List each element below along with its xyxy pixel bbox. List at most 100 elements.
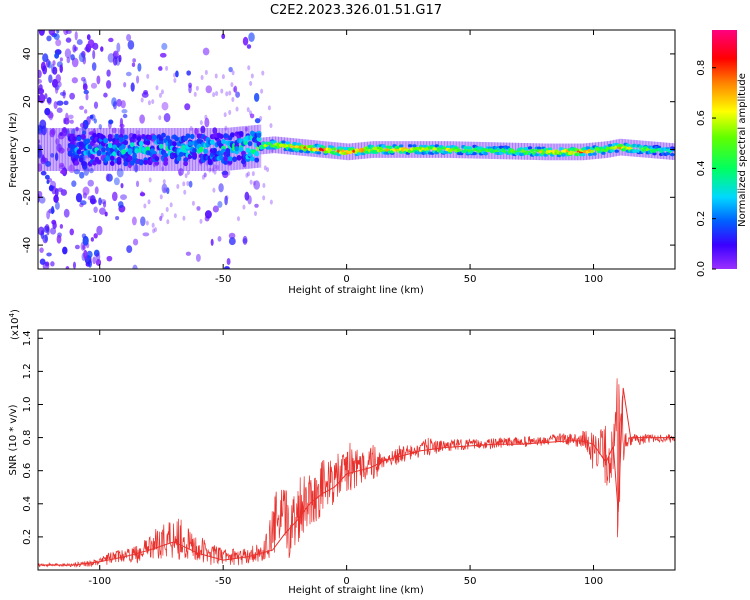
heatmap-noise-cell xyxy=(141,91,149,98)
heatmap-noise-cell xyxy=(186,181,190,187)
heatmap-halo-cell xyxy=(381,141,386,158)
heatmap-noise-cell xyxy=(217,235,222,242)
heatmap-noise-cell xyxy=(159,215,163,221)
heatmap-ridge-cell xyxy=(483,151,488,155)
heatmap-noise-cell xyxy=(99,207,106,215)
heatmap-noise-cell xyxy=(269,199,273,205)
heatmap-y-tick-label: 0 xyxy=(22,146,33,152)
heatmap-noise-cell xyxy=(60,189,68,196)
heatmap-noise-cell xyxy=(161,166,165,172)
heatmap-noise-cell xyxy=(39,258,46,265)
heatmap-noise-cell xyxy=(247,171,251,177)
heatmap-ridge-cell xyxy=(114,133,120,139)
heatmap-ridge-cell xyxy=(81,134,86,140)
heatmap-ridge-cell xyxy=(96,150,102,156)
heatmap-noise-cell xyxy=(44,93,48,100)
heatmap-ridge-cell xyxy=(118,136,124,143)
heatmap-ridge-cell xyxy=(127,148,133,154)
heatmap-ridge-cell xyxy=(101,147,106,153)
heatmap-ridge-cell xyxy=(256,136,262,142)
heatmap-noise-cell xyxy=(253,180,261,190)
heatmap-halo-cell xyxy=(331,142,336,159)
heatmap-halo-cell xyxy=(435,141,440,158)
heatmap-noise-cell xyxy=(249,179,253,185)
heatmap-halo-cell xyxy=(251,125,256,169)
heatmap-noise-cell xyxy=(44,261,50,267)
heatmap-noise-cell xyxy=(242,36,249,46)
heatmap-noise-cell xyxy=(188,84,192,94)
heatmap-noise-cell xyxy=(82,83,88,91)
heatmap-ridge-cell xyxy=(103,137,109,144)
heatmap-noise-cell xyxy=(173,72,177,78)
heatmap-noise-cell xyxy=(112,101,117,110)
heatmap-noise-cell xyxy=(93,118,97,124)
heatmap-noise-cell xyxy=(123,81,127,88)
snr-y-tick-label: 0.6 xyxy=(22,463,33,479)
heatmap-noise-cell xyxy=(50,206,55,215)
heatmap-ridge-cell xyxy=(127,155,133,161)
heatmap-noise-cell xyxy=(86,250,93,259)
heatmap-ridge-cell xyxy=(123,139,129,146)
heatmap-noise-cell xyxy=(68,164,75,173)
heatmap-noise-cell xyxy=(186,170,190,176)
heatmap-noise-cell xyxy=(246,107,250,113)
heatmap-noise-cell xyxy=(212,205,219,213)
heatmap-noise-cell xyxy=(216,165,220,171)
heatmap-ridge-cell xyxy=(534,153,539,157)
heatmap-ridge-cell xyxy=(587,152,593,157)
heatmap-noise-cell xyxy=(199,120,203,126)
heatmap-ridge-cell xyxy=(321,145,326,149)
heatmap-noise-cell xyxy=(254,203,259,208)
heatmap-ridge-cell xyxy=(172,141,177,147)
heatmap-ridge-cell xyxy=(123,134,129,140)
snr-frame xyxy=(37,329,676,571)
heatmap-ridge-cell xyxy=(158,143,164,149)
heatmap-noise-cell xyxy=(93,233,98,239)
heatmap-noise-cell xyxy=(39,119,47,130)
heatmap-noise-cell xyxy=(205,85,213,94)
heatmap-noise-cell xyxy=(193,91,197,97)
heatmap-noise-cell xyxy=(146,73,150,79)
heatmap-ridge-cell xyxy=(432,147,437,151)
heatmap-ridge-cell xyxy=(332,147,337,151)
heatmap-ridge-cell xyxy=(312,147,317,152)
heatmap-noise-cell xyxy=(203,172,207,178)
heatmap-noise-cell xyxy=(47,60,52,69)
heatmap-noise-cell xyxy=(158,65,162,71)
heatmap-noise-cell xyxy=(63,208,70,218)
heatmap-noise-cell xyxy=(159,216,163,222)
heatmap-noise-cell xyxy=(175,70,179,78)
heatmap-noise-cell xyxy=(48,30,56,36)
colorbar-tick-label: 0.6 xyxy=(696,110,707,126)
heatmap-ridge-cell xyxy=(467,146,473,150)
heatmap-ridge-cell xyxy=(163,152,169,158)
heatmap-noise-cell xyxy=(159,52,167,58)
heatmap-ridge-cell xyxy=(307,144,313,149)
heatmap-noise-cell xyxy=(139,192,146,197)
heatmap-noise-cell xyxy=(176,184,180,190)
heatmap-noise-cell xyxy=(226,258,231,265)
heatmap-noise-cell xyxy=(96,75,101,85)
heatmap-noise-cell xyxy=(228,90,232,96)
heatmap-noise-cell xyxy=(38,93,46,104)
heatmap-noise-cell xyxy=(104,211,108,217)
heatmap-noise-cell xyxy=(92,256,97,265)
heatmap-halo-cell xyxy=(215,127,220,172)
heatmap-ridge-cell xyxy=(285,141,291,145)
heatmap-noise-cell xyxy=(221,74,225,80)
heatmap-noise-cell xyxy=(248,32,255,43)
heatmap-noise-cell xyxy=(71,77,78,84)
snr-x-tick-label: -100 xyxy=(88,576,111,587)
snr-x-tick-label: 50 xyxy=(464,576,477,587)
heatmap-ridge-cell xyxy=(145,146,151,152)
colorbar-tick-label: 0.2 xyxy=(696,211,707,227)
heatmap-ridge-cell xyxy=(607,143,613,147)
heatmap-noise-cell xyxy=(52,66,58,75)
heatmap-noise-cell xyxy=(54,85,59,94)
heatmap-ridge-cell xyxy=(143,159,149,165)
heatmap-ridge-cell xyxy=(665,152,671,156)
heatmap-ridge-cell xyxy=(590,150,595,154)
heatmap-noise-cell xyxy=(159,194,163,200)
heatmap-noise-cell xyxy=(166,219,170,225)
heatmap-noise-cell xyxy=(45,160,52,167)
